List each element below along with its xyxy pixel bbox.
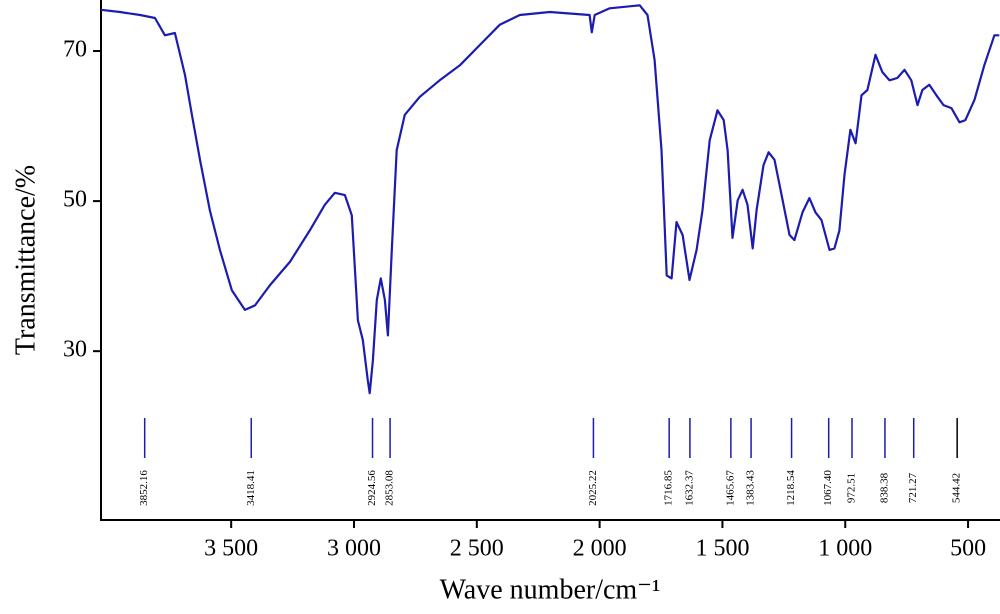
x-tick-label: 1 000	[818, 536, 872, 562]
x-tick-label: 1 500	[695, 536, 749, 562]
x-tick-label: 3 500	[204, 536, 258, 562]
peak-label: 1465.67	[724, 470, 736, 506]
y-axis-label: Transmittance/%	[10, 165, 41, 355]
peak-label: 721.27	[907, 472, 919, 503]
peak-label: 972.51	[846, 473, 858, 503]
peak-label: 1716.85	[663, 470, 675, 506]
peak-label: 3852.16	[138, 470, 150, 506]
peak-label: 838.38	[878, 472, 890, 503]
peak-label: 2924.56	[366, 470, 378, 506]
peak-label: 3418.41	[245, 470, 257, 506]
peak-label: 2853.08	[384, 470, 396, 506]
y-tick-label: 70	[63, 37, 87, 63]
x-tick-label: 2 500	[450, 536, 504, 562]
peak-label: 1632.37	[683, 470, 695, 506]
x-axis-label: Wave number/cm⁻¹	[440, 574, 661, 605]
x-tick-label: 2 000	[573, 536, 627, 562]
peak-label: 1383.43	[745, 470, 757, 506]
x-tick-label: 500	[950, 536, 986, 562]
x-tick-label: 3 000	[327, 536, 381, 562]
y-tick-label: 30	[63, 337, 87, 363]
peak-label: 1218.54	[785, 470, 797, 506]
spectrum-line	[100, 4, 1000, 395]
peak-label: 544.42	[951, 473, 963, 503]
y-tick-label: 50	[63, 187, 87, 213]
peak-label: 1067.40	[822, 470, 834, 506]
peak-label: 2025.22	[587, 470, 599, 506]
